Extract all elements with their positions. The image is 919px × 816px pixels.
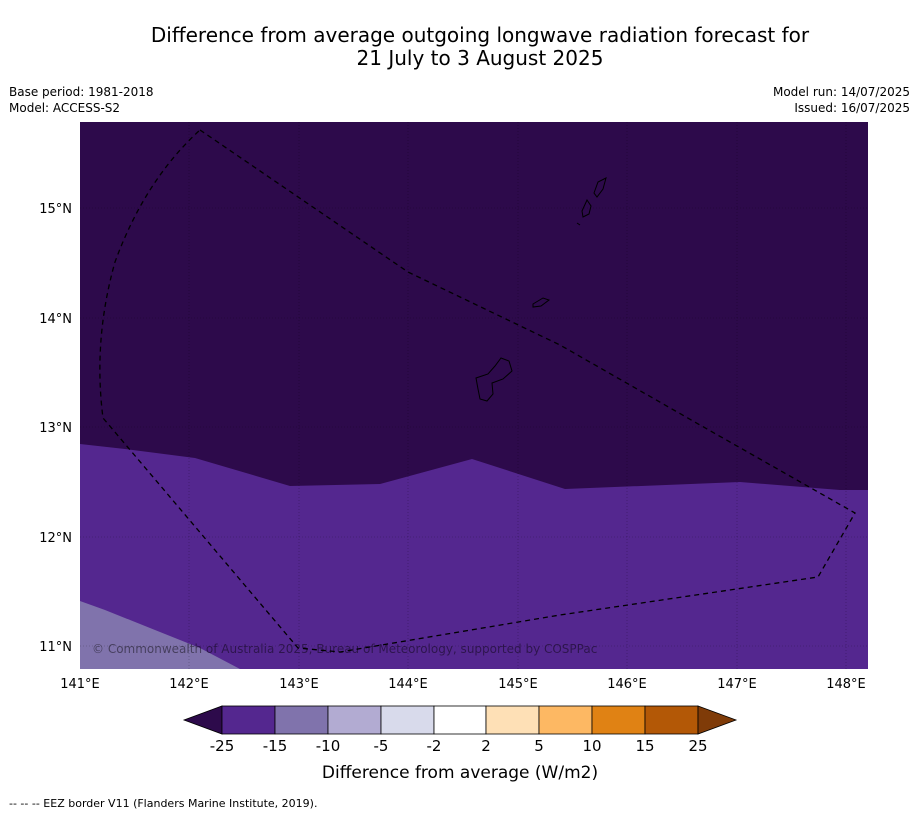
lon-tick-147: 147°E [717, 677, 757, 692]
colorbar-bin-1 [221, 705, 276, 735]
map-gridlines [80, 122, 868, 669]
island-outlines [475, 177, 607, 402]
colorbar-bin-8 [591, 705, 646, 735]
lon-tick-146: 146°E [607, 677, 647, 692]
lon-tick-144: 144°E [388, 677, 428, 692]
colorbar-bin-7 [538, 705, 593, 735]
cb-tick-2: 2 [481, 737, 491, 755]
chart-title-line2: 21 July to 3 August 2025 [356, 46, 604, 70]
lon-tick-141: 141°E [60, 677, 100, 692]
model-label: Model: ACCESS-S2 [9, 101, 121, 115]
map-panel: © Commonwealth of Australia 2025, Bureau… [80, 122, 868, 669]
island-tinian [581, 198, 592, 218]
colorbar [182, 705, 738, 735]
lat-tick-12: 12°N [39, 531, 72, 546]
lon-tick-142: 142°E [169, 677, 209, 692]
latitude-tick-labels: 15°N 14°N 13°N 12°N 11°N [39, 202, 72, 655]
cb-tick-25: 25 [688, 737, 707, 755]
colorbar-bin-2 [274, 705, 329, 735]
lon-tick-143: 143°E [279, 677, 319, 692]
issued-label: Issued: 16/07/2025 [794, 101, 910, 115]
lon-tick-145: 145°E [498, 677, 538, 692]
island-aguijan [576, 222, 581, 226]
island-rota [532, 297, 551, 308]
cb-tick-minus5: -5 [374, 737, 389, 755]
cb-tick-15: 15 [635, 737, 654, 755]
base-period-label: Base period: 1981-2018 [9, 85, 154, 99]
lat-tick-11: 11°N [39, 640, 72, 655]
colorbar-bin-3 [327, 705, 382, 735]
lat-tick-14: 14°N [39, 312, 72, 327]
eez-border-footnote: -- -- -- EEZ border V11 (Flanders Marine… [9, 797, 318, 810]
colorbar-tick-labels: -25 -15 -10 -5 -2 2 5 10 15 25 [210, 737, 708, 755]
colorbar-bin-9 [644, 705, 699, 735]
colorbar-bin-5 [433, 705, 487, 735]
cb-tick-minus15: -15 [263, 737, 288, 755]
colorbar-low-extend [182, 705, 223, 735]
eez-border [99, 129, 856, 653]
chart-title-line1: Difference from average outgoing longwav… [150, 23, 810, 47]
colorbar-title: Difference from average (W/m2) [322, 763, 598, 783]
lon-tick-148: 148°E [826, 677, 866, 692]
anomaly-region-moderate-negative [80, 444, 868, 669]
cb-tick-minus2: -2 [427, 737, 442, 755]
model-run-label: Model run: 14/07/2025 [772, 85, 910, 99]
island-guam [475, 357, 513, 402]
island-saipan [593, 177, 607, 198]
cb-tick-5: 5 [534, 737, 544, 755]
lat-tick-15: 15°N [39, 202, 72, 217]
longitude-tick-labels: 141°E 142°E 143°E 144°E 145°E 146°E 147°… [60, 677, 866, 692]
colorbar-bin-6 [485, 705, 540, 735]
lat-tick-13: 13°N [39, 421, 72, 436]
cb-tick-10: 10 [582, 737, 601, 755]
cb-tick-minus25: -25 [210, 737, 235, 755]
colorbar-bin-4 [380, 705, 435, 735]
copyright-text: © Commonwealth of Australia 2025, Bureau… [92, 642, 597, 656]
anomaly-region-weak-negative [80, 601, 240, 669]
colorbar-high-extend [697, 705, 738, 735]
map-figure: © Commonwealth of Australia 2025, Bureau… [39, 122, 868, 783]
cb-tick-minus10: -10 [316, 737, 341, 755]
